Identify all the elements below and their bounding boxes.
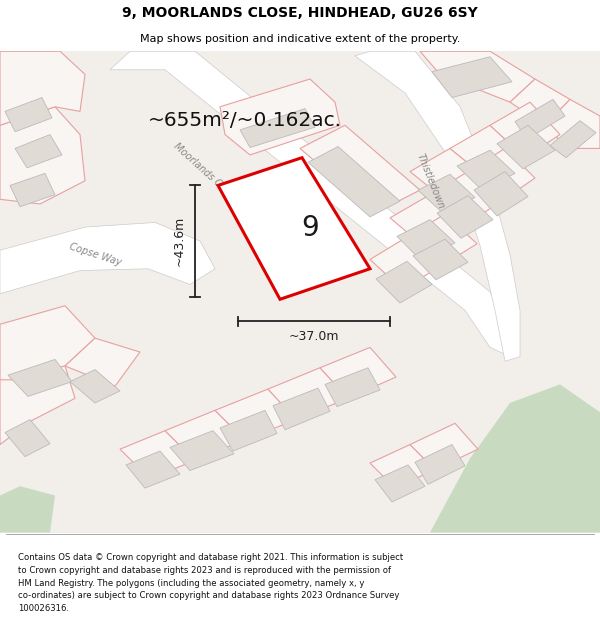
Polygon shape — [5, 98, 52, 132]
Polygon shape — [0, 366, 75, 444]
Polygon shape — [550, 121, 596, 158]
Polygon shape — [300, 125, 420, 213]
Text: ~37.0m: ~37.0m — [289, 330, 339, 342]
Polygon shape — [415, 444, 465, 484]
Polygon shape — [15, 134, 62, 168]
Text: Map shows position and indicative extent of the property.: Map shows position and indicative extent… — [140, 34, 460, 44]
Polygon shape — [430, 384, 600, 532]
Polygon shape — [468, 148, 535, 202]
Polygon shape — [432, 57, 512, 98]
Polygon shape — [65, 338, 140, 386]
Polygon shape — [170, 431, 234, 471]
Polygon shape — [10, 173, 55, 207]
Polygon shape — [110, 51, 510, 357]
Polygon shape — [497, 125, 555, 169]
Polygon shape — [418, 174, 475, 213]
Polygon shape — [220, 411, 277, 451]
Polygon shape — [0, 306, 95, 384]
Polygon shape — [450, 125, 525, 181]
Polygon shape — [474, 171, 528, 216]
Polygon shape — [320, 348, 396, 398]
Text: ~655m²/~0.162ac.: ~655m²/~0.162ac. — [148, 111, 342, 130]
Polygon shape — [375, 465, 425, 502]
Polygon shape — [325, 368, 380, 407]
Polygon shape — [457, 150, 515, 190]
Polygon shape — [370, 444, 435, 488]
Polygon shape — [376, 261, 432, 303]
Polygon shape — [126, 451, 180, 488]
Polygon shape — [390, 195, 465, 248]
Polygon shape — [268, 368, 348, 419]
Polygon shape — [545, 99, 600, 148]
Polygon shape — [218, 158, 370, 299]
Polygon shape — [515, 99, 565, 139]
Polygon shape — [165, 411, 245, 460]
Polygon shape — [370, 236, 440, 289]
Polygon shape — [355, 51, 520, 361]
Polygon shape — [0, 486, 55, 532]
Polygon shape — [420, 51, 535, 102]
Polygon shape — [437, 196, 493, 238]
Polygon shape — [0, 222, 215, 294]
Polygon shape — [220, 79, 340, 155]
Polygon shape — [215, 389, 296, 440]
Polygon shape — [240, 109, 315, 148]
Polygon shape — [410, 148, 490, 204]
Text: Copse Way: Copse Way — [68, 242, 122, 268]
Polygon shape — [410, 423, 478, 469]
Polygon shape — [408, 214, 477, 267]
Polygon shape — [490, 102, 560, 158]
Polygon shape — [413, 239, 468, 280]
Polygon shape — [510, 79, 570, 125]
Text: Moorlands Close: Moorlands Close — [172, 141, 238, 202]
Text: 9: 9 — [302, 214, 319, 242]
Polygon shape — [0, 107, 85, 204]
Polygon shape — [273, 388, 330, 430]
Polygon shape — [308, 147, 400, 217]
Text: Contains OS data © Crown copyright and database right 2021. This information is : Contains OS data © Crown copyright and d… — [18, 553, 403, 613]
Polygon shape — [8, 359, 72, 396]
Polygon shape — [5, 419, 50, 457]
Text: Thistledown: Thistledown — [415, 152, 446, 210]
Text: 9, MOORLANDS CLOSE, HINDHEAD, GU26 6SY: 9, MOORLANDS CLOSE, HINDHEAD, GU26 6SY — [122, 6, 478, 21]
Polygon shape — [0, 51, 85, 125]
Polygon shape — [397, 219, 455, 261]
Text: ~43.6m: ~43.6m — [173, 216, 185, 266]
Polygon shape — [70, 369, 120, 403]
Polygon shape — [120, 431, 195, 479]
Polygon shape — [430, 171, 500, 225]
